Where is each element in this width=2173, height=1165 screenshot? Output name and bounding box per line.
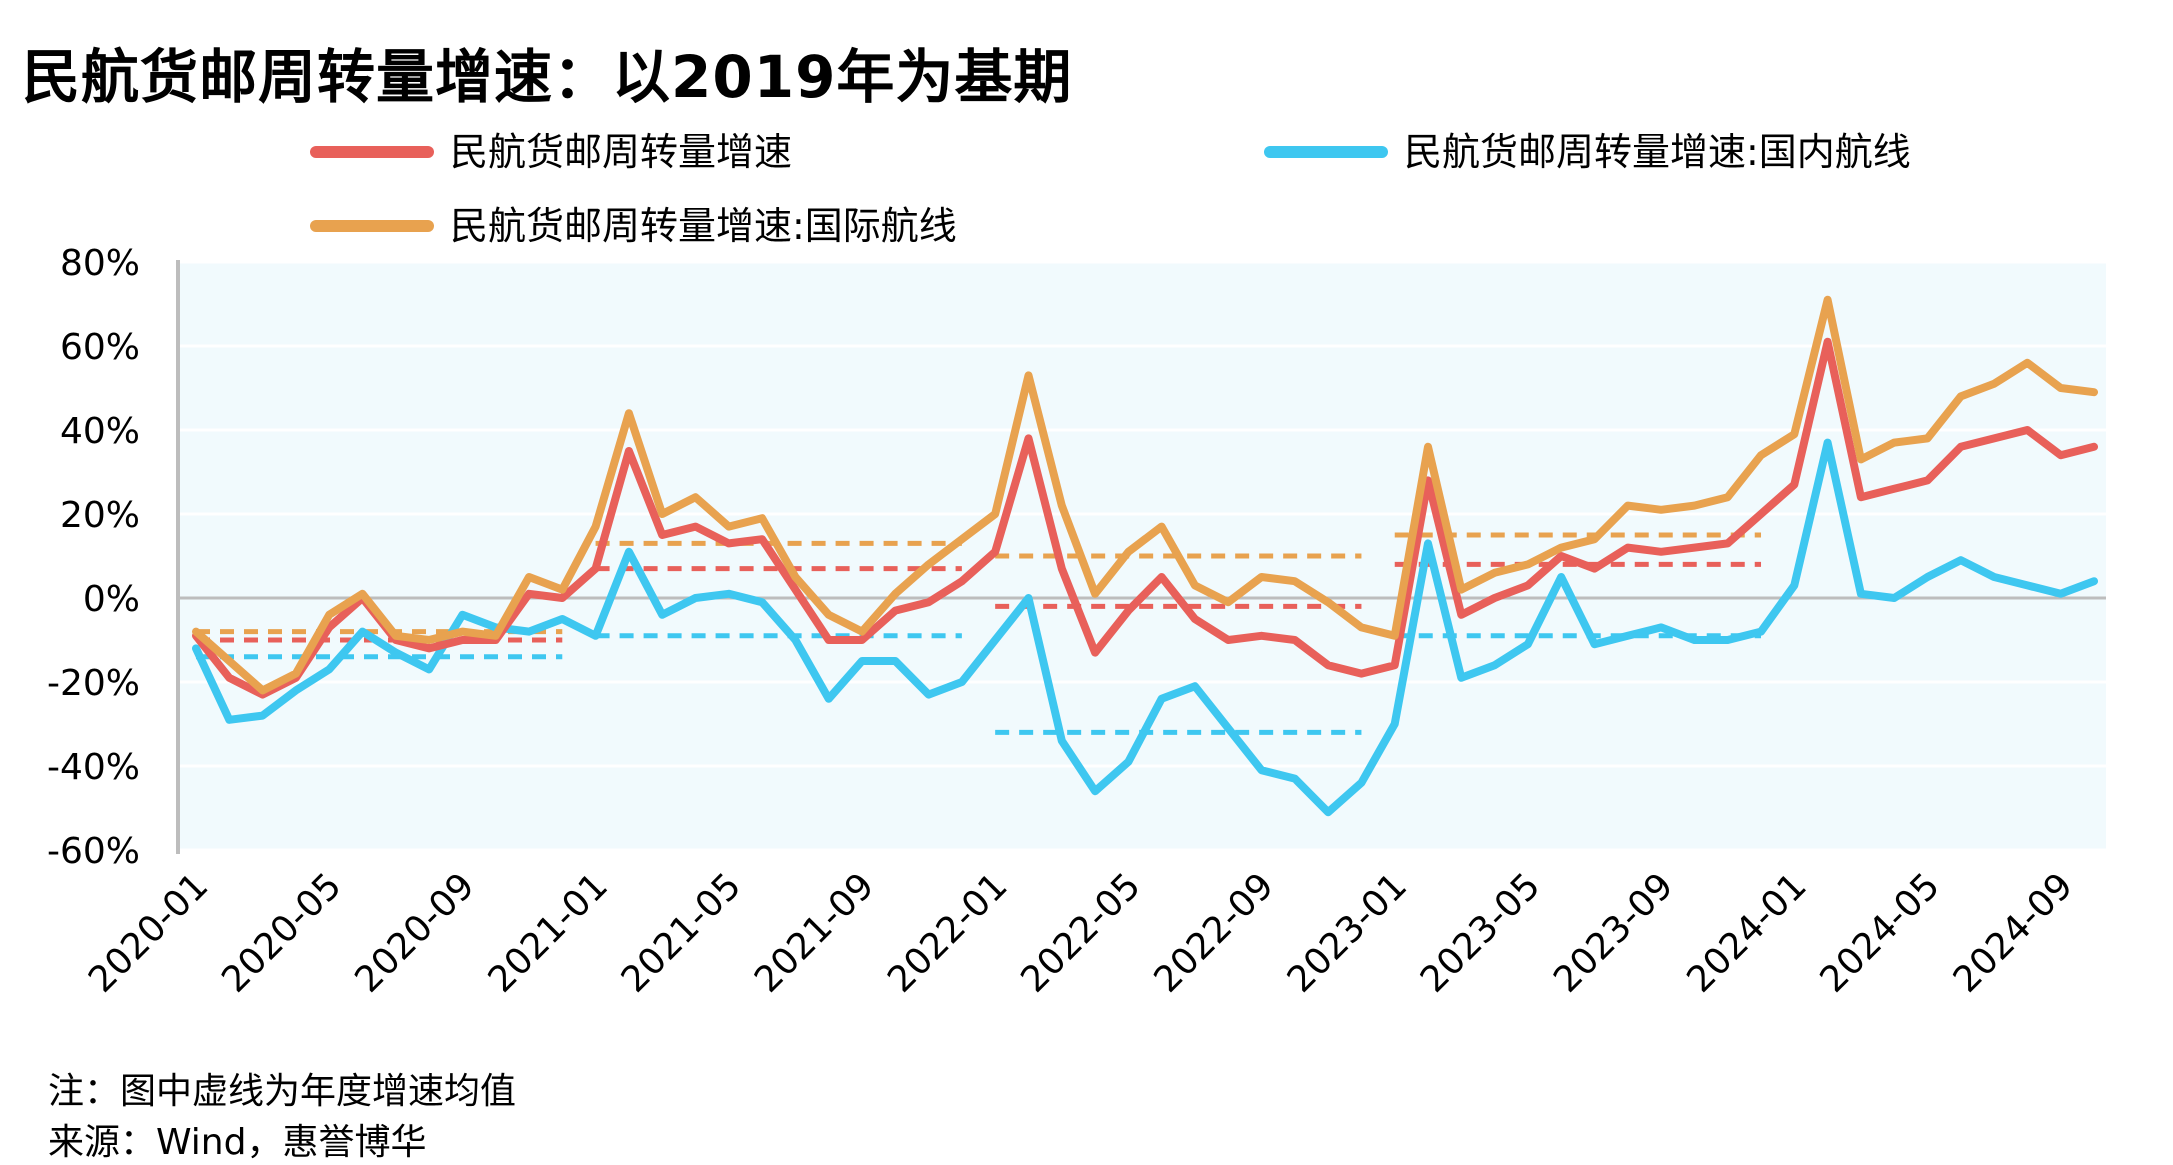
x-tick-label: 2024-01 (1679, 865, 1814, 1000)
series-line (192, 337, 2098, 699)
x-tick-label: 2021-09 (747, 865, 882, 1000)
x-tick-label: 2022-09 (1147, 865, 1282, 1000)
series-line (192, 295, 2098, 695)
grid-lines (178, 260, 2106, 852)
source-note: 来源：Wind，惠誉博华 (48, 1122, 427, 1163)
x-tick-label: 2020-01 (81, 865, 216, 1000)
series-line (192, 438, 2098, 817)
y-tick-label: 60% (60, 327, 140, 368)
legend-label: 民航货邮周转量增速:国内航线 (1404, 130, 1911, 174)
legend-label: 民航货邮周转量增速:国际航线 (450, 204, 957, 248)
x-tick-label: 2023-05 (1413, 865, 1548, 1000)
y-tick-label: -60% (47, 831, 140, 872)
x-tick-label: 2024-05 (1813, 865, 1948, 1000)
footnote: 注：图中虚线为年度增速均值 (48, 1071, 517, 1112)
series-lines (192, 295, 2098, 817)
y-tick-label: -20% (47, 663, 140, 704)
legend-label: 民航货邮周转量增速 (450, 130, 792, 174)
y-tick-label: 40% (60, 411, 140, 452)
x-tick-label: 2023-09 (1546, 865, 1681, 1000)
x-tick-label: 2020-09 (347, 865, 482, 1000)
x-tick-label: 2021-01 (481, 865, 616, 1000)
x-tick-label: 2021-05 (614, 865, 749, 1000)
y-tick-label: -40% (47, 747, 140, 788)
x-tick-label: 2024-09 (1946, 865, 2081, 1000)
chart-title: 民航货邮周转量增速：以2019年为基期 (22, 43, 1073, 111)
x-tick-label: 2020-05 (214, 865, 349, 1000)
x-tick-label: 2022-05 (1013, 865, 1148, 1000)
y-tick-label: 80% (60, 243, 140, 284)
y-tick-label: 20% (60, 495, 140, 536)
x-tick-label: 2023-01 (1280, 865, 1415, 1000)
y-tick-label: 0% (83, 579, 140, 620)
x-tick-label: 2022-01 (880, 865, 1015, 1000)
